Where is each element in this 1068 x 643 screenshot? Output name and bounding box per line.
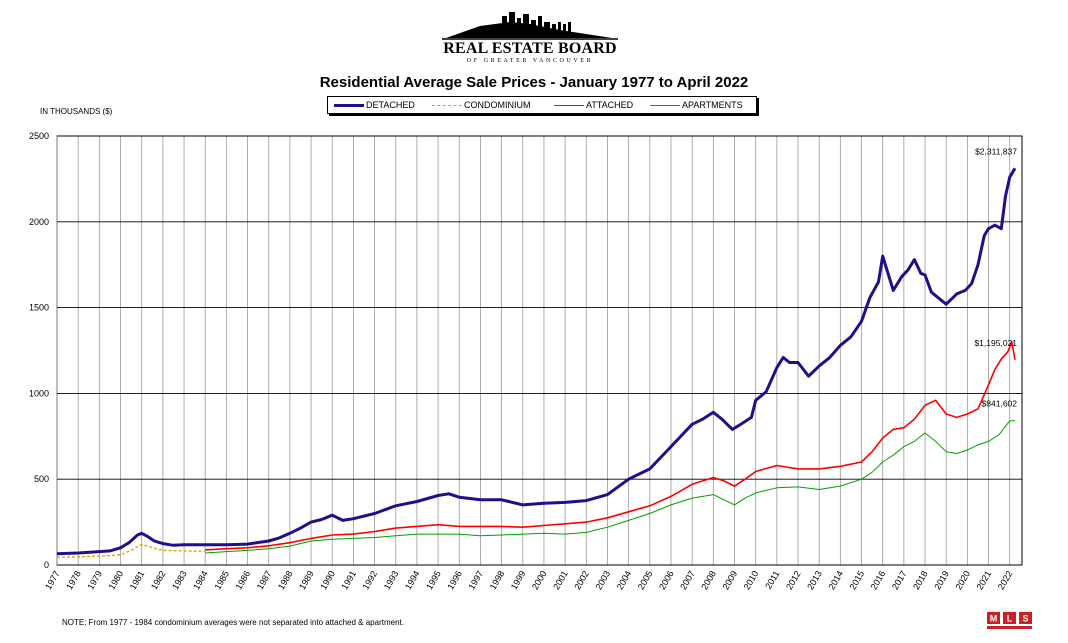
value-annotation-1: $1,195,021 <box>974 338 1017 348</box>
x-tick-label-2015: 2015 <box>848 569 867 591</box>
y-tick-label-2000: 2000 <box>29 217 49 227</box>
x-tick-label-2012: 2012 <box>784 569 803 591</box>
y-unit-label: IN THOUSANDS ($) <box>40 107 113 116</box>
svg-text:S: S <box>1022 614 1028 624</box>
svg-text:L: L <box>1007 614 1013 624</box>
x-tick-label-1982: 1982 <box>149 569 168 591</box>
x-tick-label-1997: 1997 <box>466 569 485 591</box>
x-tick-label-1984: 1984 <box>191 569 210 591</box>
x-tick-label-1983: 1983 <box>170 569 189 591</box>
x-tick-label-1985: 1985 <box>212 569 231 591</box>
series-line-condominium <box>56 543 206 558</box>
x-tick-label-2005: 2005 <box>636 569 655 591</box>
legend-label-detached: DETACHED <box>366 100 415 110</box>
x-tick-label-2010: 2010 <box>742 569 761 591</box>
x-tick-label-2006: 2006 <box>657 569 676 591</box>
legend: DETACHED CONDOMINIUM ATTACHED APARTMENTS <box>327 96 757 114</box>
x-tick-label-2020: 2020 <box>953 569 972 591</box>
legend-label-attached: ATTACHED <box>586 100 634 110</box>
x-tick-label-1981: 1981 <box>128 569 147 591</box>
skyline-logo-icon <box>442 12 618 40</box>
svg-text:M: M <box>990 614 998 624</box>
x-tick-label-2019: 2019 <box>932 569 951 591</box>
x-tick-label-2007: 2007 <box>678 569 697 591</box>
x-tick-label-1977: 1977 <box>43 569 62 591</box>
x-tick-label-1990: 1990 <box>318 569 337 591</box>
value-annotation-0: $2,311,837 <box>975 146 1017 156</box>
series-line-detached <box>56 167 1017 556</box>
x-tick-label-2013: 2013 <box>805 569 824 591</box>
board-subtitle: OF GREATER VANCOUVER <box>466 58 594 64</box>
x-tick-label-1993: 1993 <box>382 569 401 591</box>
legend-item-detached: DETACHED <box>334 97 415 113</box>
x-tick-label-2014: 2014 <box>826 569 845 591</box>
legend-swatch-detached <box>334 104 364 108</box>
y-tick-label-1500: 1500 <box>29 303 49 313</box>
x-tick-label-2018: 2018 <box>911 569 930 591</box>
legend-label-apartments: APARTMENTS <box>682 100 743 110</box>
legend-item-apartments: APARTMENTS <box>650 97 743 113</box>
board-logo: REAL ESTATE BOARD OF GREATER VANCOUVER <box>440 12 620 64</box>
x-tick-label-2016: 2016 <box>869 569 888 591</box>
x-tick-label-2000: 2000 <box>530 569 549 591</box>
chart-title: Residential Average Sale Prices - Januar… <box>319 74 749 91</box>
series-line-attached <box>205 341 1016 551</box>
x-tick-label-1995: 1995 <box>424 569 443 591</box>
x-tick-label-1978: 1978 <box>64 569 83 591</box>
x-tick-label-2004: 2004 <box>615 569 634 591</box>
y-tick-label-2500: 2500 <box>29 131 49 141</box>
x-tick-label-2022: 2022 <box>996 569 1015 591</box>
legend-swatch-attached <box>554 105 584 107</box>
x-tick-label-1980: 1980 <box>107 569 126 591</box>
mls-logo-icon: M L S <box>987 612 1032 629</box>
x-tick-label-2002: 2002 <box>572 569 591 591</box>
x-tick-label-1979: 1979 <box>85 569 104 591</box>
legend-swatch-condominium <box>432 105 462 107</box>
x-tick-label-1996: 1996 <box>445 569 464 591</box>
plot-area <box>56 135 1023 566</box>
x-tick-label-1987: 1987 <box>255 569 274 591</box>
board-name: REAL ESTATE BOARD <box>443 40 617 57</box>
series-line-apartments <box>205 420 1016 554</box>
legend-item-attached: ATTACHED <box>554 97 633 113</box>
x-tick-label-1988: 1988 <box>276 569 295 591</box>
value-annotation-2: $841,602 <box>982 399 1018 409</box>
footnote: NOTE: From 1977 - 1984 condominium avera… <box>62 618 404 627</box>
x-tick-label-2001: 2001 <box>551 569 570 591</box>
x-tick-label-1999: 1999 <box>509 569 528 591</box>
x-tick-label-1998: 1998 <box>488 569 507 591</box>
x-tick-label-1994: 1994 <box>403 569 422 591</box>
x-tick-label-2011: 2011 <box>763 569 781 591</box>
x-tick-label-1989: 1989 <box>297 569 316 591</box>
x-tick-label-2017: 2017 <box>890 569 909 591</box>
price-chart: 1977 1978 1979 1980 1981 1982 1983 1984 1985 1986… <box>29 131 1023 591</box>
legend-swatch-apartments <box>650 105 680 107</box>
x-tick-label-2008: 2008 <box>699 569 718 591</box>
y-tick-label-500: 500 <box>34 474 49 484</box>
y-tick-label-1000: 1000 <box>29 388 49 398</box>
legend-item-condominium: CONDOMINIUM <box>432 97 531 113</box>
legend-label-condominium: CONDOMINIUM <box>464 100 531 110</box>
x-tick-label-2021: 2021 <box>975 569 994 591</box>
x-tick-label-1992: 1992 <box>361 569 380 591</box>
x-tick-label-1986: 1986 <box>234 569 253 591</box>
y-tick-label-0: 0 <box>44 560 49 570</box>
x-tick-label-2009: 2009 <box>721 569 740 591</box>
x-tick-label-2003: 2003 <box>594 569 613 591</box>
x-tick-label-1991: 1991 <box>339 569 358 591</box>
